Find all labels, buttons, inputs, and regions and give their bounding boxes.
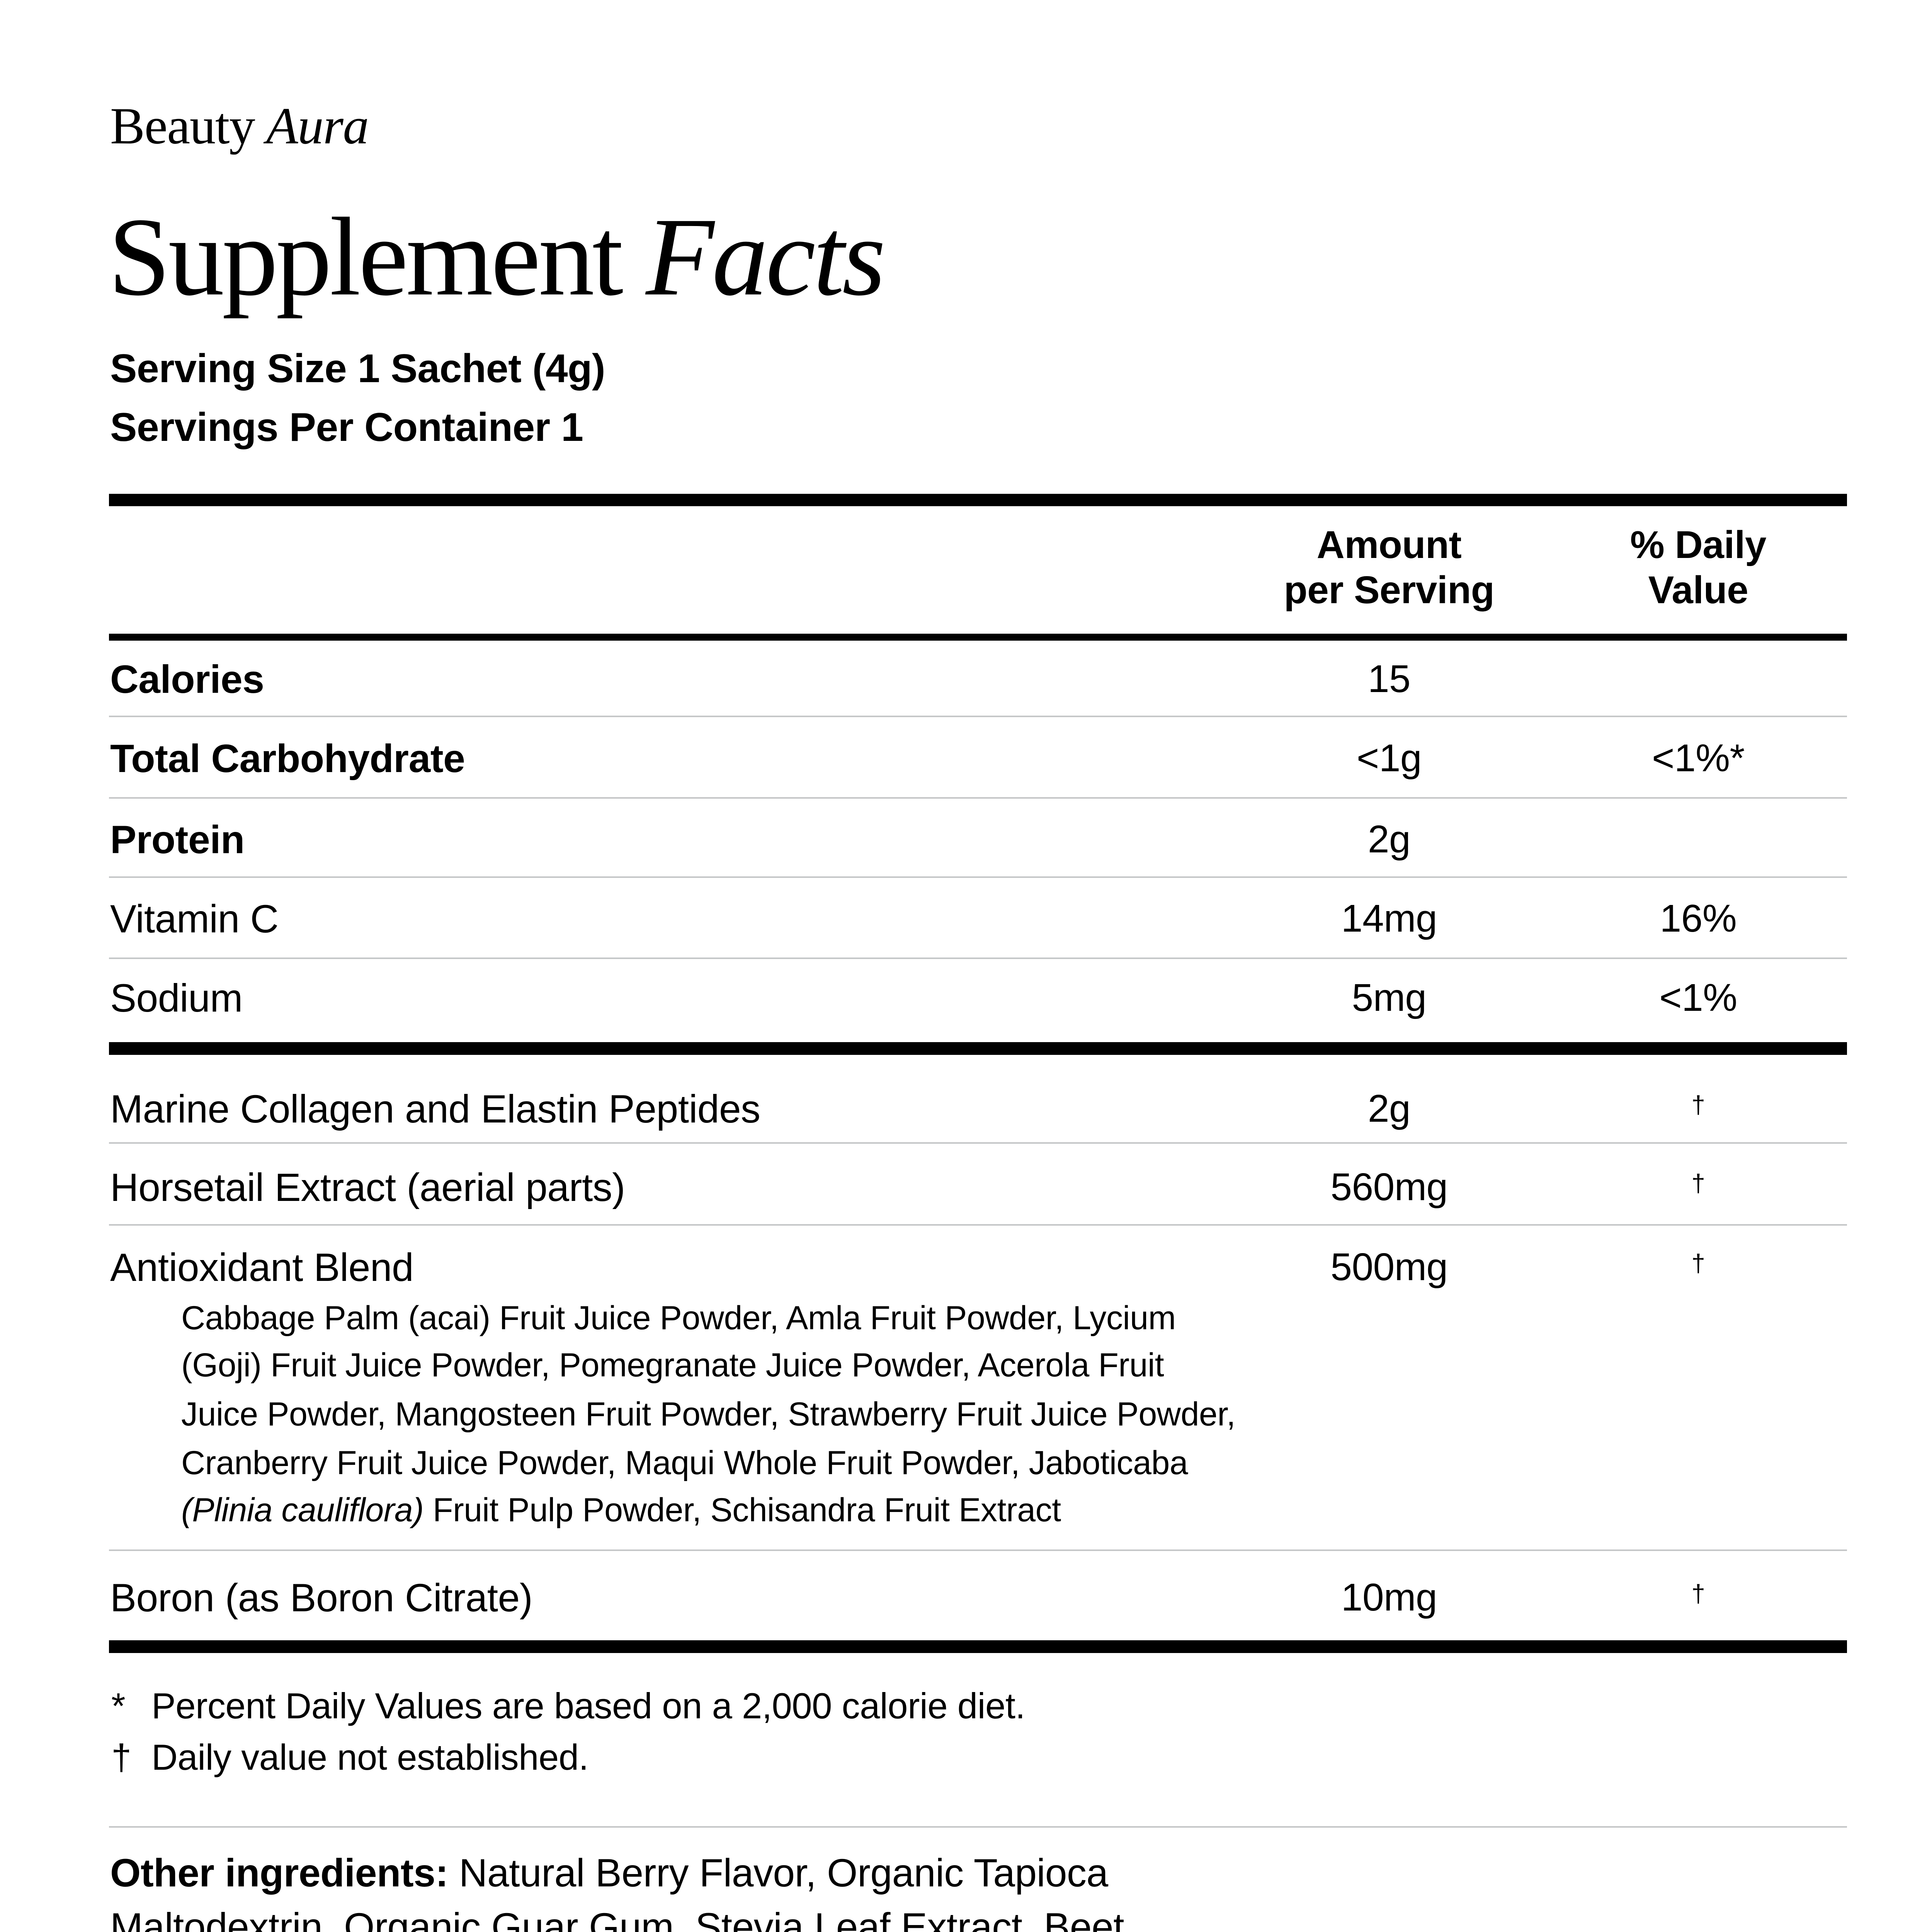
row-amount-sodium: 5mg (1352, 976, 1427, 1019)
column-header-amount: Amount per Serving (1284, 523, 1495, 612)
row-dv-horsetail-extract-dagger: † (1691, 1169, 1705, 1197)
row-divider (109, 957, 1847, 959)
page-title: Supplement Facts (108, 201, 886, 313)
servings-per-container: Servings Per Container 1 (110, 405, 583, 450)
row-label-boron: Boron (as Boron Citrate) (110, 1576, 533, 1620)
separator-bar-bottom (109, 1640, 1847, 1653)
page-title-italic: Facts (646, 195, 886, 319)
row-label-marine-collagen: Marine Collagen and Elastin Peptides (110, 1087, 760, 1131)
row-amount-protein: 2g (1367, 818, 1411, 861)
row-amount-horsetail-extract: 560mg (1330, 1165, 1448, 1209)
separator-bar-header (109, 634, 1847, 641)
row-dv-total-carbohydrate: <1%* (1652, 736, 1745, 780)
row-dv-sodium: <1% (1659, 976, 1737, 1019)
separator-bar-top (109, 494, 1847, 506)
antioxidant-sublist-line: Juice Powder, Mangosteen Fruit Powder, S… (181, 1396, 1236, 1433)
row-label-total-carbohydrate: Total Carbohydrate (110, 736, 465, 781)
row-amount-calories: 15 (1367, 657, 1411, 701)
antioxidant-sublist-line: Cranberry Fruit Juice Powder, Maqui Whol… (181, 1444, 1188, 1481)
row-label-sodium: Sodium (110, 976, 243, 1020)
serving-size: Serving Size 1 Sachet (4g) (110, 346, 605, 391)
row-amount-boron: 10mg (1341, 1576, 1437, 1619)
other-ingredients-label: Other ingredients: (110, 1851, 448, 1895)
row-amount-total-carbohydrate: <1g (1356, 736, 1422, 780)
antioxidant-sublist-line: Cabbage Palm (acai) Fruit Juice Powder, … (181, 1299, 1176, 1337)
brand-name: Beauty Aura (110, 100, 369, 152)
row-label-protein: Protein (110, 818, 245, 862)
row-label-calories: Calories (110, 657, 264, 701)
row-dv-boron-dagger: † (1691, 1580, 1705, 1607)
other-ingredients-line: Maltodextrin, Organic Guar Gum, Stevia L… (110, 1905, 1124, 1932)
row-dv-marine-collagen-dagger: † (1691, 1091, 1705, 1119)
footnote-dagger-symbol: † (111, 1737, 131, 1777)
row-divider (109, 876, 1847, 878)
other-ingredients-line-end: Natural Berry Flavor, Organic Tapioca (448, 1851, 1108, 1895)
column-header-daily-value: % Daily Value (1630, 523, 1767, 612)
row-amount-marine-collagen: 2g (1367, 1087, 1411, 1130)
row-divider (109, 1549, 1847, 1551)
row-label-horsetail-extract: Horsetail Extract (aerial parts) (110, 1165, 625, 1209)
antioxidant-sublist-line: (Plinia cauliflora) Fruit Pulp Powder, S… (181, 1491, 1061, 1529)
row-divider (109, 797, 1847, 799)
antioxidant-sublist-line-end: Fruit Pulp Powder, Schisandra Fruit Extr… (423, 1492, 1061, 1529)
row-divider (109, 1224, 1847, 1226)
brand-name-regular: Beauty (110, 97, 255, 155)
row-divider (109, 716, 1847, 717)
row-dv-antioxidant-blend-dagger: † (1691, 1249, 1705, 1277)
row-amount-vitamin-c: 14mg (1341, 897, 1437, 940)
row-label-antioxidant-blend: Antioxidant Blend (110, 1245, 414, 1289)
other-ingredients-line: Other ingredients: Natural Berry Flavor,… (110, 1850, 1108, 1896)
row-label-vitamin-c: Vitamin C (110, 897, 279, 941)
latin-name-italic: (Plinia cauliflora) (181, 1492, 424, 1529)
brand-name-italic: Aura (266, 97, 369, 155)
separator-bar-middle (109, 1042, 1847, 1055)
antioxidant-sublist-line: (Goji) Fruit Juice Powder, Pomegranate J… (181, 1347, 1164, 1384)
footnote-asterisk-text: Percent Daily Values are based on a 2,00… (151, 1685, 1026, 1726)
page-title-regular: Supplement (108, 195, 623, 319)
row-dv-vitamin-c: 16% (1660, 897, 1737, 940)
footnote-asterisk-symbol: * (111, 1685, 126, 1726)
row-divider (109, 1142, 1847, 1144)
row-amount-antioxidant-blend: 500mg (1330, 1245, 1448, 1289)
footnote-dagger-text: Daily value not established. (151, 1737, 589, 1777)
footnote-divider (109, 1826, 1847, 1828)
